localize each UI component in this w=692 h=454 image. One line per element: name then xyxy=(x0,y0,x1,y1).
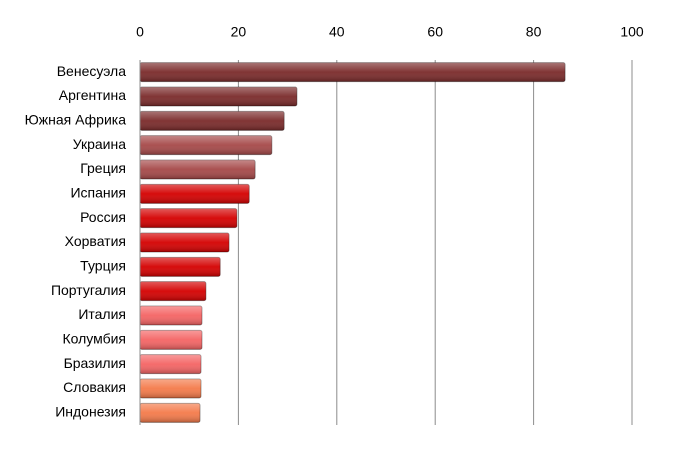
bar xyxy=(139,402,201,423)
bar xyxy=(139,256,221,277)
bar xyxy=(139,208,238,229)
y-tick-label: Южная Африка xyxy=(25,112,127,128)
y-tick-label: Аргентина xyxy=(59,87,126,103)
bar xyxy=(139,183,250,204)
bar xyxy=(139,305,203,326)
y-tick-label: Хорватия xyxy=(65,233,126,249)
y-tick-label: Испания xyxy=(70,185,126,201)
bar xyxy=(139,135,273,156)
y-tick-label: Словакия xyxy=(63,379,126,395)
y-tick-label: Португалия xyxy=(51,282,126,298)
y-tick-label: Греция xyxy=(80,160,126,176)
x-tick-label: 60 xyxy=(427,24,443,40)
x-tick-label: 100 xyxy=(620,24,644,40)
y-tick-label: Венесуэла xyxy=(57,63,126,79)
x-tick-label: 40 xyxy=(329,24,345,40)
y-tick-label: Италия xyxy=(78,306,126,322)
bar xyxy=(139,281,207,302)
bar xyxy=(139,159,256,180)
y-tick-label: Россия xyxy=(80,209,126,225)
y-tick-label: Украина xyxy=(73,136,127,152)
bar xyxy=(139,110,285,131)
y-tick-label: Колумбия xyxy=(62,331,126,347)
bar xyxy=(139,378,202,399)
x-tick-label: 20 xyxy=(231,24,247,40)
bar xyxy=(139,232,230,253)
bar xyxy=(139,354,202,375)
bar xyxy=(139,62,566,83)
y-tick-label: Бразилия xyxy=(64,355,126,371)
bar xyxy=(139,329,203,350)
y-tick-label: Индонезия xyxy=(55,404,126,420)
y-tick-label: Турция xyxy=(80,258,126,274)
x-tick-label: 0 xyxy=(136,24,144,40)
x-tick-label: 80 xyxy=(526,24,542,40)
bar xyxy=(139,86,298,107)
